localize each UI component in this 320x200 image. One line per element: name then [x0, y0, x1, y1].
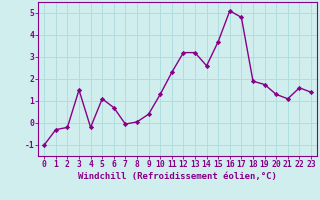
X-axis label: Windchill (Refroidissement éolien,°C): Windchill (Refroidissement éolien,°C): [78, 172, 277, 181]
